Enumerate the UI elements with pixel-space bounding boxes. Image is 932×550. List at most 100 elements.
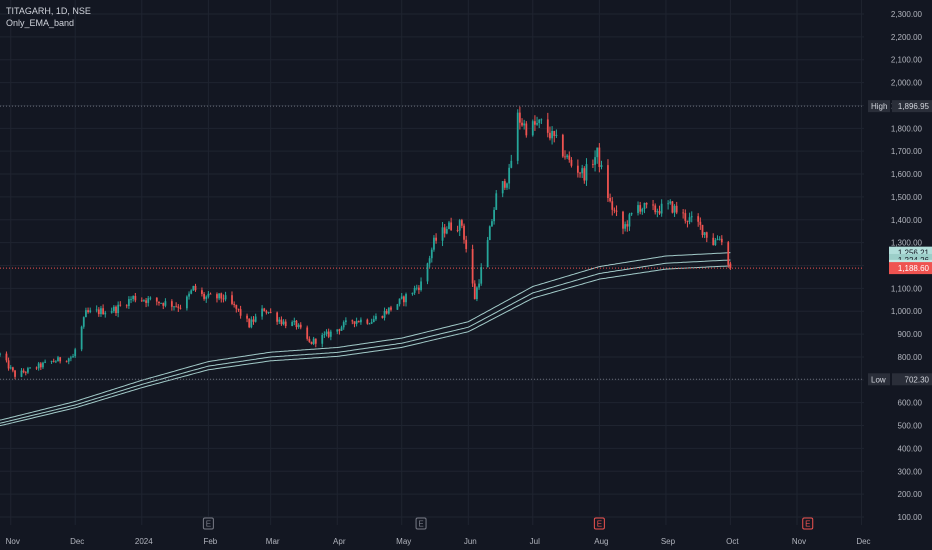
candle-body xyxy=(218,293,221,299)
price-tick-label: 2,000.00 xyxy=(891,79,923,88)
candle-body xyxy=(252,319,255,322)
candle-body xyxy=(641,208,644,212)
candle-body xyxy=(0,353,1,355)
candle xyxy=(525,121,528,138)
time-tick-label: Sep xyxy=(661,537,676,546)
candle xyxy=(222,294,225,303)
low-tag-label-bg xyxy=(868,373,890,386)
candle-body xyxy=(570,159,573,166)
candle xyxy=(175,302,178,308)
candle-body xyxy=(237,308,240,310)
candle-body xyxy=(344,320,347,323)
candle-body xyxy=(576,165,579,173)
candle-body xyxy=(551,130,553,139)
candle xyxy=(398,298,401,307)
candle xyxy=(684,209,687,224)
candle-body xyxy=(170,301,173,307)
candle xyxy=(145,297,147,308)
candle-body xyxy=(82,317,85,327)
candle xyxy=(250,316,253,329)
candle-body xyxy=(158,301,160,304)
candle xyxy=(420,277,422,292)
candle xyxy=(426,262,429,285)
candle xyxy=(727,240,730,268)
candle-body xyxy=(433,237,435,250)
candle xyxy=(338,328,341,335)
candle xyxy=(239,305,242,319)
candle-body xyxy=(175,306,178,308)
candle-body xyxy=(428,258,431,264)
candle-body xyxy=(89,310,92,313)
candle xyxy=(233,301,236,308)
candle xyxy=(491,218,493,227)
candle xyxy=(637,201,639,216)
candle-body xyxy=(250,319,253,328)
candle-body xyxy=(248,318,251,328)
candle xyxy=(67,357,70,365)
candle-body xyxy=(155,297,158,302)
candle-body xyxy=(119,304,122,306)
candle-body xyxy=(231,295,233,304)
candle-body xyxy=(351,320,354,322)
candle xyxy=(117,301,120,318)
candle-body xyxy=(216,294,218,299)
candle xyxy=(503,178,506,190)
candle xyxy=(411,292,414,296)
candle-body xyxy=(598,147,601,167)
candle-body xyxy=(699,221,702,225)
candle-body xyxy=(518,112,521,123)
symbol-title[interactable]: TITAGARH, 1D, NSE xyxy=(6,6,91,16)
indicator-name[interactable]: Only_EMA_band xyxy=(6,18,75,28)
candle xyxy=(690,211,693,223)
candle-body xyxy=(24,372,27,373)
candle xyxy=(712,233,715,246)
candle-body xyxy=(549,132,551,139)
candle xyxy=(357,320,360,323)
candle-body xyxy=(201,290,203,294)
candle-body xyxy=(39,363,42,368)
candle-body xyxy=(701,224,704,236)
candle-body xyxy=(267,312,270,313)
price-tick-label: 400.00 xyxy=(898,444,923,453)
high-tag-label-bg xyxy=(868,100,890,113)
candle-body xyxy=(480,267,483,284)
earnings-marker-box xyxy=(202,517,214,530)
candle-body xyxy=(493,209,495,222)
candle xyxy=(443,224,446,238)
candle xyxy=(112,305,115,313)
candle-body xyxy=(44,361,47,363)
candle-body xyxy=(209,293,212,295)
candle-body xyxy=(435,237,437,241)
candle xyxy=(344,317,347,326)
candle xyxy=(267,311,270,314)
candle-body xyxy=(553,130,556,136)
time-tick-label: Mar xyxy=(266,537,280,546)
candle xyxy=(9,365,12,370)
candle xyxy=(688,212,691,225)
candle xyxy=(658,205,661,215)
candle-body xyxy=(675,205,678,213)
low-tag-label: Low xyxy=(871,375,886,384)
candle xyxy=(609,193,612,203)
candle-body xyxy=(536,123,538,125)
candle xyxy=(297,323,300,329)
ema-middle-line xyxy=(0,259,731,424)
earnings-marker-label: E xyxy=(597,520,602,529)
candle-body xyxy=(639,205,642,212)
candle xyxy=(435,233,437,244)
candle xyxy=(149,296,152,301)
candle xyxy=(480,263,483,286)
earnings-marker-box xyxy=(593,517,605,530)
candle xyxy=(74,347,77,358)
candle xyxy=(368,322,371,325)
candle-body xyxy=(418,287,420,290)
candle-body xyxy=(37,363,40,369)
ema-lower-line xyxy=(0,265,731,427)
candle xyxy=(555,129,558,139)
candle xyxy=(465,235,468,253)
candle-body xyxy=(596,147,599,158)
candle-body xyxy=(117,304,120,314)
candle xyxy=(147,296,150,307)
